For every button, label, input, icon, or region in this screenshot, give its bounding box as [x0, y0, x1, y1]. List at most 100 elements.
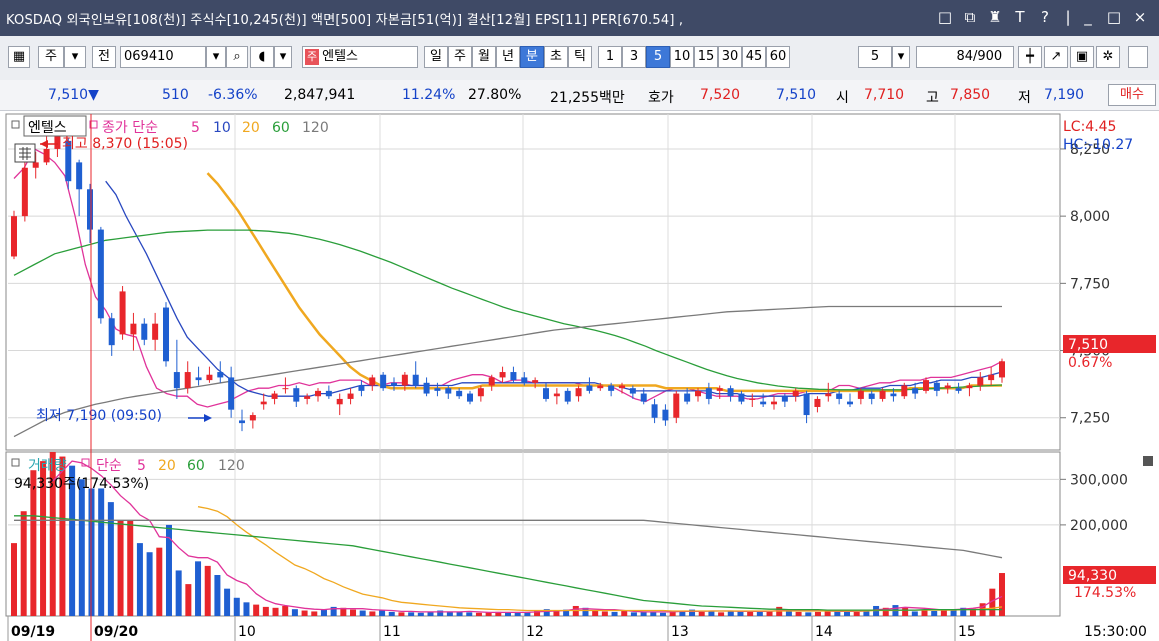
- candle-body: [879, 390, 886, 399]
- candle-body: [249, 415, 256, 421]
- minute-option-1[interactable]: 1: [598, 46, 622, 68]
- volume-bar: [989, 588, 996, 616]
- stock-code-input[interactable]: 069410: [120, 46, 206, 68]
- volume-ma-line-60: [14, 515, 1002, 611]
- volume-ratio-pct: 27.80%: [468, 87, 522, 103]
- volume-bar: [165, 524, 172, 616]
- menu-grid-icon[interactable]: ▦: [8, 46, 30, 68]
- candle-body: [608, 385, 615, 391]
- buy-button[interactable]: 매수: [1108, 84, 1156, 106]
- volume-ma-toggle-icon[interactable]: [81, 458, 90, 467]
- trade-amount: 21,255백만: [550, 90, 625, 106]
- legend-ma-toggle-icon[interactable]: [89, 120, 98, 129]
- time-tick-label: 10: [238, 624, 256, 640]
- volume-bar: [514, 612, 521, 616]
- candle-body: [217, 372, 224, 378]
- interval-tab-second[interactable]: 초: [544, 46, 568, 68]
- panel-close-icon[interactable]: [1143, 456, 1153, 466]
- volume-legend-toggle-icon[interactable]: [11, 458, 20, 467]
- maximize-icon[interactable]: □: [1106, 8, 1122, 26]
- minute-select-dropdown-icon[interactable]: ▾: [892, 46, 910, 68]
- legend-toggle-icon[interactable]: [11, 120, 20, 129]
- candle-body: [391, 382, 397, 386]
- stock-code-dropdown-icon[interactable]: ▾: [206, 46, 226, 68]
- window-cascade-icon[interactable]: ⧉: [964, 8, 976, 26]
- help-icon[interactable]: ?: [1041, 8, 1049, 26]
- volume-bar: [291, 609, 298, 616]
- quote-bar: 7,510▼ 510 -6.36% 2,847,941 11.24% 27.80…: [0, 80, 1159, 111]
- period-type-dropdown-icon[interactable]: ▾: [64, 46, 86, 68]
- minimize-icon[interactable]: _: [1084, 8, 1092, 26]
- last-volume-badge: [1063, 566, 1156, 584]
- price-change-pct: -6.36%: [208, 87, 258, 103]
- price-ma-line-5: [13, 148, 1003, 408]
- interval-tab-year[interactable]: 년: [496, 46, 520, 68]
- candle-body: [847, 401, 853, 405]
- minute-option-10[interactable]: 10: [670, 46, 694, 68]
- sound-icon[interactable]: ◖: [250, 46, 274, 68]
- candle-body: [933, 382, 940, 391]
- last-price-badge: [1063, 335, 1156, 353]
- prev-stock-button[interactable]: 전: [92, 46, 116, 68]
- volume-bar: [320, 609, 327, 616]
- volume-bar: [795, 611, 802, 616]
- window-restore-icon[interactable]: □: [937, 8, 953, 26]
- volume-bar: [78, 479, 85, 616]
- candle-type-icon[interactable]: ┿: [1018, 46, 1042, 68]
- volume-bar: [417, 612, 424, 616]
- close-icon[interactable]: ×: [1133, 8, 1147, 26]
- volume-tick-label: 300,000: [1070, 472, 1128, 488]
- trend-line-icon[interactable]: ↗: [1044, 46, 1068, 68]
- time-tick-label: 15: [958, 624, 976, 640]
- candle-body: [619, 385, 625, 389]
- high-label: 고: [926, 90, 939, 106]
- search-icon[interactable]: ⌕: [226, 46, 248, 68]
- time-tick-label: 12: [526, 624, 544, 640]
- interval-tab-minute[interactable]: 분: [520, 46, 544, 68]
- pin-icon[interactable]: ♜: [988, 8, 1002, 26]
- interval-tab-tick[interactable]: 틱: [568, 46, 592, 68]
- checkbox[interactable]: [1128, 46, 1148, 68]
- minute-option-15[interactable]: 15: [694, 46, 718, 68]
- minute-option-3[interactable]: 3: [622, 46, 646, 68]
- candle-body: [781, 396, 788, 402]
- volume-bar: [563, 609, 570, 616]
- volume-legend-label: 단순: [96, 458, 122, 474]
- interval-tab-day[interactable]: 일: [424, 46, 448, 68]
- candle-body: [771, 401, 777, 405]
- minute-option-45[interactable]: 45: [742, 46, 766, 68]
- period-type-select[interactable]: 주: [38, 46, 64, 68]
- volume-bar: [999, 573, 1005, 616]
- volume-bar: [214, 575, 221, 616]
- footer-time: 15:30:00: [1084, 624, 1147, 640]
- trade-volume: 2,847,941: [284, 87, 356, 103]
- candle-body: [901, 385, 908, 397]
- bar-count-field[interactable]: 84/900: [916, 46, 1014, 68]
- candle-body: [705, 388, 712, 399]
- volume-max-annotation: 94,330주(174.53%): [14, 476, 149, 492]
- down-arrow-icon: ▼: [88, 87, 99, 103]
- minute-option-60[interactable]: 60: [766, 46, 790, 68]
- interval-tab-week[interactable]: 주: [448, 46, 472, 68]
- volume-bar: [11, 543, 17, 616]
- font-icon[interactable]: T: [1015, 8, 1025, 26]
- gear-icon[interactable]: ✲: [1096, 46, 1120, 68]
- candle-body: [434, 388, 441, 391]
- minute-option-30[interactable]: 30: [718, 46, 742, 68]
- sound-dropdown-icon[interactable]: ▾: [274, 46, 292, 68]
- volume-bar: [785, 610, 792, 616]
- volume-bar: [960, 607, 967, 616]
- minute-option-5[interactable]: 5: [646, 46, 670, 68]
- turnover-pct: 11.24%: [402, 87, 456, 103]
- interval-tab-month[interactable]: 월: [472, 46, 496, 68]
- minute-select[interactable]: 5: [858, 46, 892, 68]
- candle-body: [521, 377, 528, 383]
- legend-ma60: 60: [272, 120, 290, 136]
- save-icon[interactable]: ▣: [1070, 46, 1094, 68]
- candle-body: [87, 189, 93, 230]
- candle-body: [749, 398, 756, 400]
- volume-bar: [969, 608, 976, 616]
- stock-name-field[interactable]: 주 엔텔스: [302, 46, 418, 68]
- bar-count-total: /900: [973, 49, 1003, 64]
